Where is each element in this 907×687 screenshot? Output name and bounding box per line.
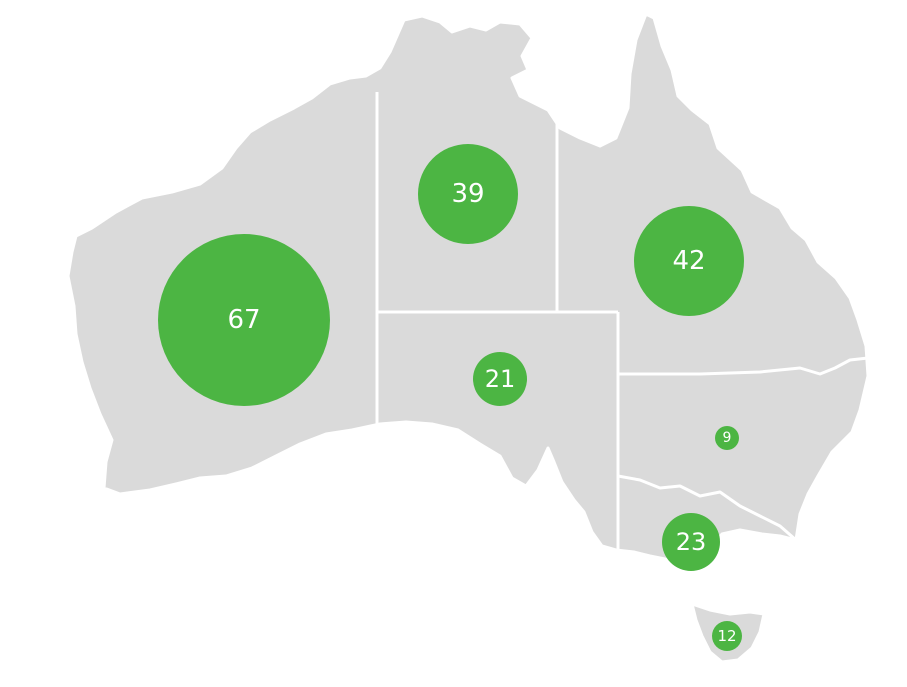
bubble-wa[interactable]: 67 bbox=[158, 234, 330, 406]
bubble-vic-label: 23 bbox=[676, 528, 707, 556]
bubble-nsw-label: 9 bbox=[723, 430, 732, 446]
bubble-wa-circle bbox=[158, 234, 330, 406]
border-nsw-vic bbox=[617, 474, 797, 542]
bubble-tas-circle bbox=[712, 621, 742, 651]
bubble-qld-circle bbox=[634, 206, 744, 316]
bubble-sa-circle bbox=[473, 352, 527, 406]
bubble-nsw[interactable]: 9 bbox=[715, 426, 739, 450]
bubble-tas-label: 12 bbox=[717, 627, 736, 645]
bubble-nt-label: 39 bbox=[451, 179, 484, 209]
border-qld-nsw bbox=[618, 356, 869, 376]
bubble-qld-label: 42 bbox=[672, 246, 705, 276]
bubble-tas[interactable]: 12 bbox=[712, 621, 742, 651]
australia-mainland bbox=[66, 12, 870, 568]
bubble-wa-label: 67 bbox=[227, 305, 260, 335]
bubble-nsw-circle bbox=[715, 426, 739, 450]
bubble-nt-circle bbox=[418, 144, 518, 244]
bubble-vic[interactable]: 23 bbox=[662, 513, 720, 571]
bubble-nt[interactable]: 39 bbox=[418, 144, 518, 244]
bubble-vic-circle bbox=[662, 513, 720, 571]
bubble-sa[interactable]: 21 bbox=[473, 352, 527, 406]
bubble-qld[interactable]: 42 bbox=[634, 206, 744, 316]
bubble-sa-label: 21 bbox=[485, 365, 516, 393]
